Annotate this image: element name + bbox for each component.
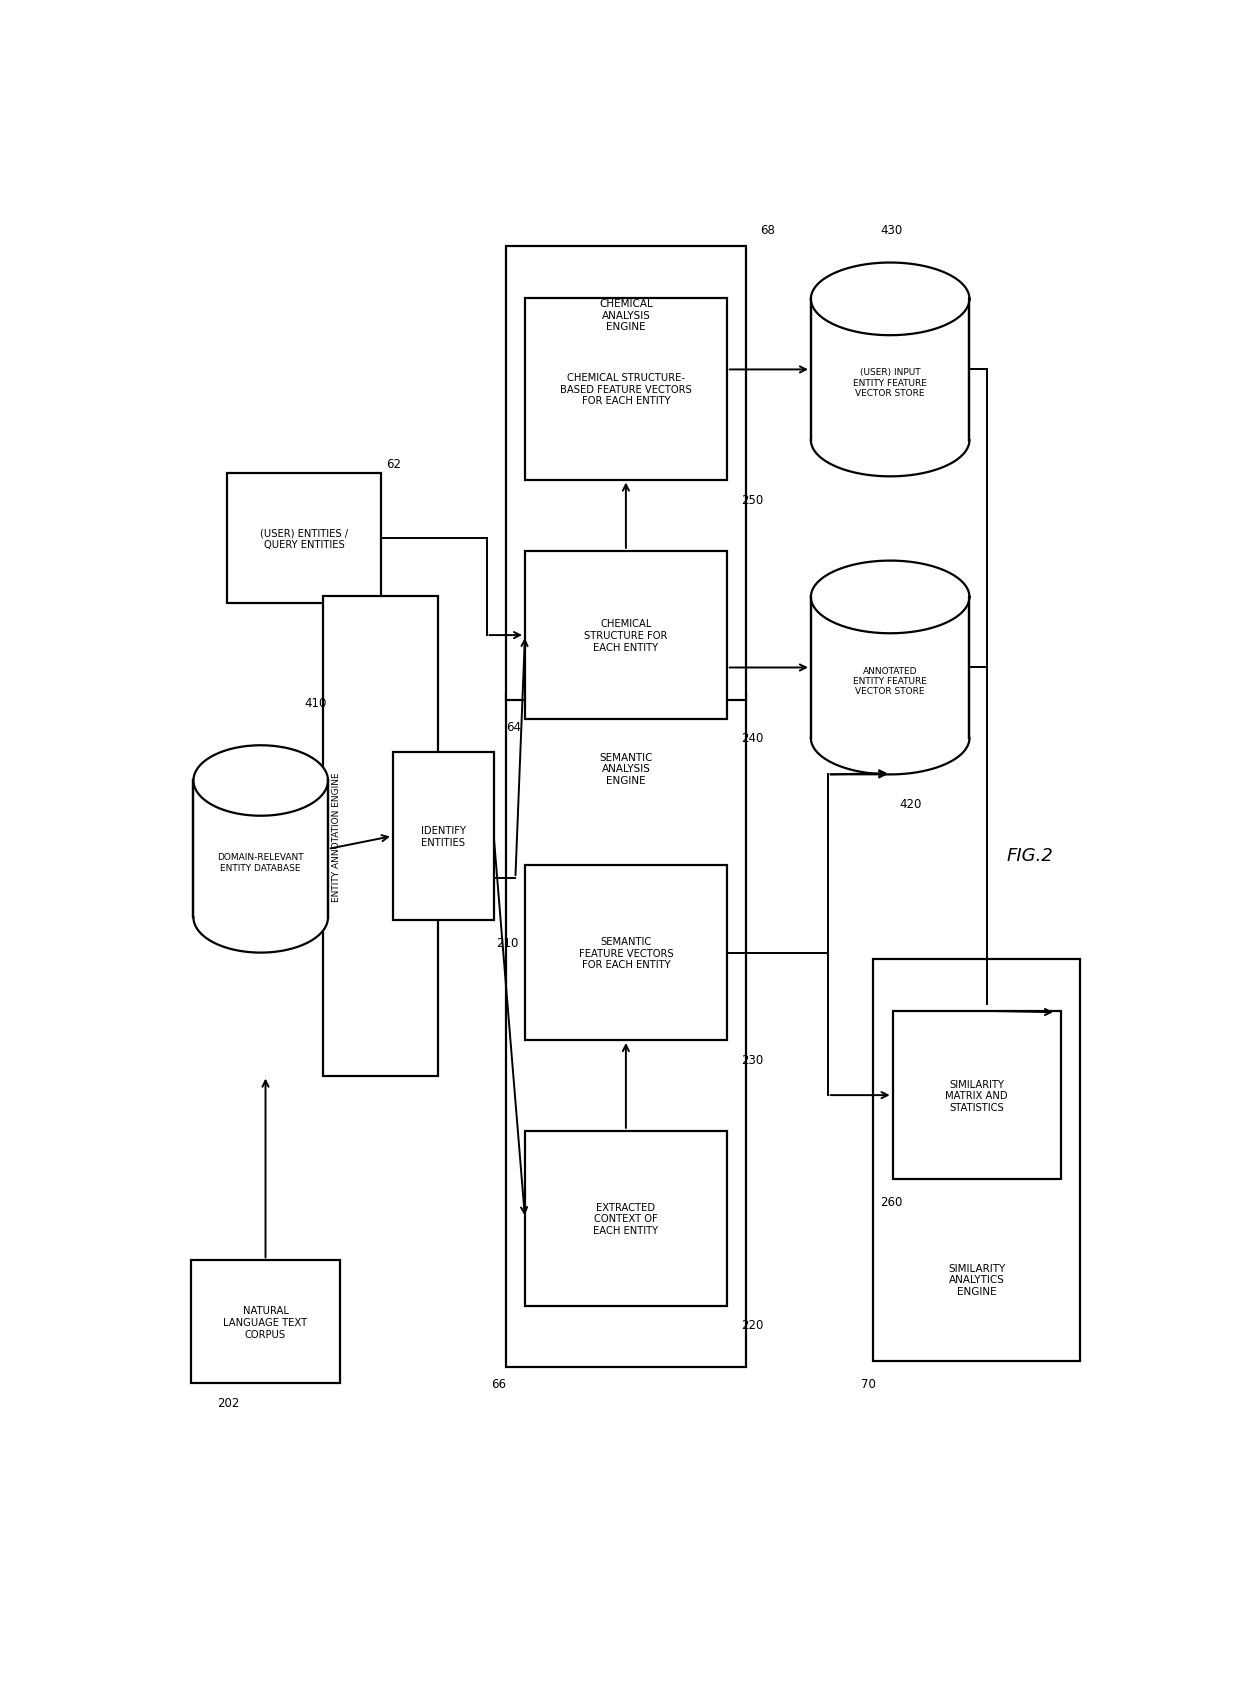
Text: SEMANTIC
FEATURE VECTORS
FOR EACH ENTITY: SEMANTIC FEATURE VECTORS FOR EACH ENTITY [579,937,673,969]
Polygon shape [811,562,970,634]
Bar [324,597,439,1076]
Text: (USER) INPUT
ENTITY FEATURE
VECTOR STORE: (USER) INPUT ENTITY FEATURE VECTOR STORE [853,368,928,399]
Bar [873,959,1080,1361]
Text: ENTITY ANNOTATION ENGINE: ENTITY ANNOTATION ENGINE [332,772,341,902]
Text: 240: 240 [742,732,764,745]
Polygon shape [811,264,970,336]
Text: (USER) ENTITIES /
QUERY ENTITIES: (USER) ENTITIES / QUERY ENTITIES [260,528,348,550]
Text: CHEMICAL STRUCTURE-
BASED FEATURE VECTORS
FOR EACH ENTITY: CHEMICAL STRUCTURE- BASED FEATURE VECTOR… [560,373,692,407]
Text: 68: 68 [760,224,775,237]
Text: 230: 230 [742,1053,764,1066]
Text: CHEMICAL
STRUCTURE FOR
EACH ENTITY: CHEMICAL STRUCTURE FOR EACH ENTITY [584,619,667,653]
Bar [525,1130,727,1305]
Bar [506,695,746,1367]
Text: 260: 260 [880,1196,903,1209]
Bar [525,552,727,720]
Polygon shape [811,703,970,775]
Text: 430: 430 [880,224,903,237]
Text: 66: 66 [491,1378,506,1389]
Text: 62: 62 [386,458,401,471]
Text: SIMILARITY
MATRIX AND
STATISTICS: SIMILARITY MATRIX AND STATISTICS [945,1078,1008,1112]
Text: 220: 220 [742,1319,764,1332]
Text: IDENTIFY
ENTITIES: IDENTIFY ENTITIES [420,826,466,848]
Text: 410: 410 [304,696,326,710]
Bar [525,866,727,1041]
Polygon shape [811,404,970,478]
Polygon shape [193,883,327,954]
Bar [811,299,970,441]
Text: CHEMICAL
ANALYSIS
ENGINE: CHEMICAL ANALYSIS ENGINE [599,299,652,331]
Polygon shape [193,745,327,816]
Bar [193,780,327,918]
Bar [893,1011,1060,1179]
Text: 70: 70 [862,1378,877,1389]
Text: ANNOTATED
ENTITY FEATURE
VECTOR STORE: ANNOTATED ENTITY FEATURE VECTOR STORE [853,666,928,696]
Text: EXTRACTED
CONTEXT OF
EACH ENTITY: EXTRACTED CONTEXT OF EACH ENTITY [593,1203,658,1235]
Text: FIG.2: FIG.2 [1006,848,1053,865]
Bar [393,752,494,920]
Text: DOMAIN-RELEVANT
ENTITY DATABASE: DOMAIN-RELEVANT ENTITY DATABASE [217,853,304,871]
Text: 250: 250 [742,493,764,506]
Bar [227,474,381,604]
Bar [811,597,970,738]
Text: 420: 420 [900,797,923,811]
Text: 202: 202 [217,1396,239,1410]
Text: SEMANTIC
ANALYSIS
ENGINE: SEMANTIC ANALYSIS ENGINE [599,752,652,785]
Text: 210: 210 [496,937,518,950]
Bar [191,1260,340,1384]
Text: SIMILARITY
ANALYTICS
ENGINE: SIMILARITY ANALYTICS ENGINE [949,1263,1006,1297]
Bar [525,299,727,481]
Text: 64: 64 [506,720,521,733]
Text: NATURAL
LANGUAGE TEXT
CORPUS: NATURAL LANGUAGE TEXT CORPUS [223,1305,308,1339]
Bar [506,247,746,700]
